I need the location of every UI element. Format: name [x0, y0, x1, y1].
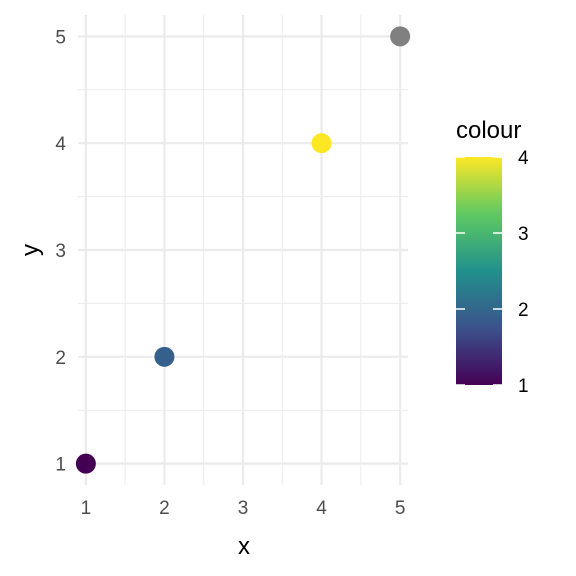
- x-tick-label: 4: [316, 498, 327, 519]
- y-tick-label: 4: [55, 134, 66, 155]
- legend-tick-label: 2: [518, 300, 529, 321]
- legend-tick-label: 1: [518, 376, 529, 397]
- data-point: [390, 26, 411, 47]
- colour-legend: colour 1 2 3 4: [456, 117, 529, 397]
- y-axis-title: y: [17, 244, 44, 256]
- x-axis-ticks: 1 2 3 4 5: [81, 498, 406, 519]
- y-tick-label: 2: [55, 348, 66, 369]
- y-tick-label: 3: [55, 241, 66, 262]
- x-tick-label: 5: [395, 498, 406, 519]
- x-tick-label: 3: [238, 498, 249, 519]
- y-tick-label: 5: [55, 27, 66, 48]
- legend-tick-label: 3: [518, 224, 529, 245]
- x-tick-label: 2: [159, 498, 170, 519]
- legend-colorbar: [456, 157, 502, 385]
- data-point: [75, 453, 96, 474]
- major-gridlines: [78, 15, 408, 485]
- x-tick-label: 1: [81, 498, 92, 519]
- y-axis-ticks: 1 2 3 4 5: [55, 27, 66, 475]
- legend-title: colour: [456, 117, 521, 144]
- data-point: [311, 133, 332, 154]
- x-axis-title: x: [238, 533, 250, 560]
- data-points: [75, 26, 411, 474]
- legend-ticks: 1 2 3 4: [456, 148, 529, 397]
- data-point: [154, 346, 175, 367]
- y-tick-label: 1: [55, 455, 66, 476]
- legend-tick-label: 4: [518, 148, 529, 169]
